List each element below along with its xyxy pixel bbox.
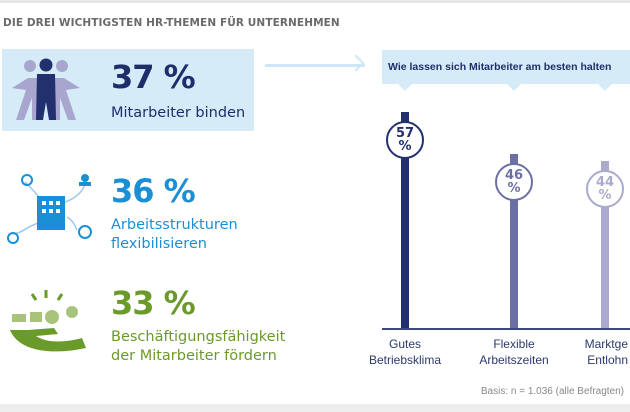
category-label: Flexible Arbeitszeiten [462, 336, 566, 368]
value-label-text: % [398, 139, 412, 154]
arrow-head-icon [347, 54, 365, 72]
topic-label: Mitarbeiter binden [111, 105, 246, 121]
topic-percent: 33 % [111, 284, 196, 322]
topic-label: Arbeitsstrukturen [111, 217, 238, 233]
chart-title: Wie lassen sich Mitarbeiter am besten ha… [388, 61, 612, 73]
topic-percent: 37 % [111, 58, 196, 96]
value-label-text: 44 [595, 175, 615, 191]
title-notch [598, 84, 612, 91]
category-label-line: Betriebsklima [368, 353, 442, 367]
value-label-text: % [507, 180, 521, 196]
basis-note: Basis: n = 1.036 (alle Befragten) [480, 386, 624, 397]
top-strip [0, 0, 630, 3]
value-label-text: 57 [395, 126, 415, 141]
office-network-icon [7, 174, 92, 244]
bar-2 [601, 161, 609, 328]
topic-percent: 36 % [111, 172, 196, 210]
category-label: Gutes Betriebsklima [353, 336, 457, 368]
value-label-text: % [598, 188, 612, 204]
page-title: DIE DREI WICHTIGSTEN HR-THEMEN FÜR UNTER… [3, 17, 340, 29]
value-label: 57% [386, 121, 424, 159]
hand-with-benefits-icon [10, 290, 86, 352]
topic-label: flexibilisieren [111, 236, 207, 252]
chart-title-box [382, 50, 630, 84]
category-label: Marktge Entlohn [524, 336, 628, 368]
title-notch [398, 84, 412, 91]
bar-0 [401, 112, 409, 328]
topic-label: der Mitarbeiter fördern [111, 348, 277, 364]
value-label-text: 46 [504, 167, 524, 183]
chart-baseline [382, 328, 630, 330]
category-label-line: Marktge [584, 337, 628, 351]
value-label: 46% [495, 162, 533, 201]
category-label-line: Gutes [388, 337, 421, 351]
category-label-line: Arbeitszeiten [479, 353, 549, 367]
people-group-icon [12, 58, 80, 120]
topic-label: Beschäftigungsfähigkeit [111, 329, 286, 345]
bar-1 [510, 153, 518, 328]
bottom-strip [0, 404, 630, 412]
category-label-line: Flexible [493, 337, 535, 351]
category-label-line: Entlohn [587, 353, 628, 367]
title-notch [507, 84, 521, 91]
arrow-line [265, 64, 365, 67]
value-label: 44% [586, 170, 624, 209]
